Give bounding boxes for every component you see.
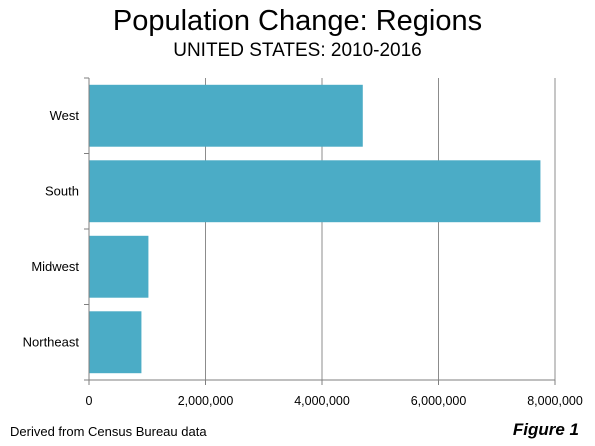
chart-subtitle: UNITED STATES: 2010-2016 (173, 40, 422, 61)
category-label: Northeast (23, 334, 80, 349)
bar-west (89, 84, 363, 147)
category-label: West (50, 108, 80, 123)
bar-south (89, 160, 541, 223)
x-tick-label: 6,000,000 (411, 394, 467, 408)
x-tick-label: 4,000,000 (294, 394, 350, 408)
chart-title: Population Change: Regions (112, 5, 483, 37)
figure-label: Figure 1 (512, 420, 579, 439)
bar-midwest (89, 235, 149, 298)
source-note: Derived from Census Bureau data (10, 424, 207, 439)
x-tick-label: 2,000,000 (178, 394, 234, 408)
x-tick-label: 0 (86, 394, 93, 408)
x-tick-label: 8,000,000 (527, 394, 583, 408)
category-label: South (45, 183, 79, 198)
bar-northeast (89, 311, 142, 374)
category-label: Midwest (31, 259, 79, 274)
